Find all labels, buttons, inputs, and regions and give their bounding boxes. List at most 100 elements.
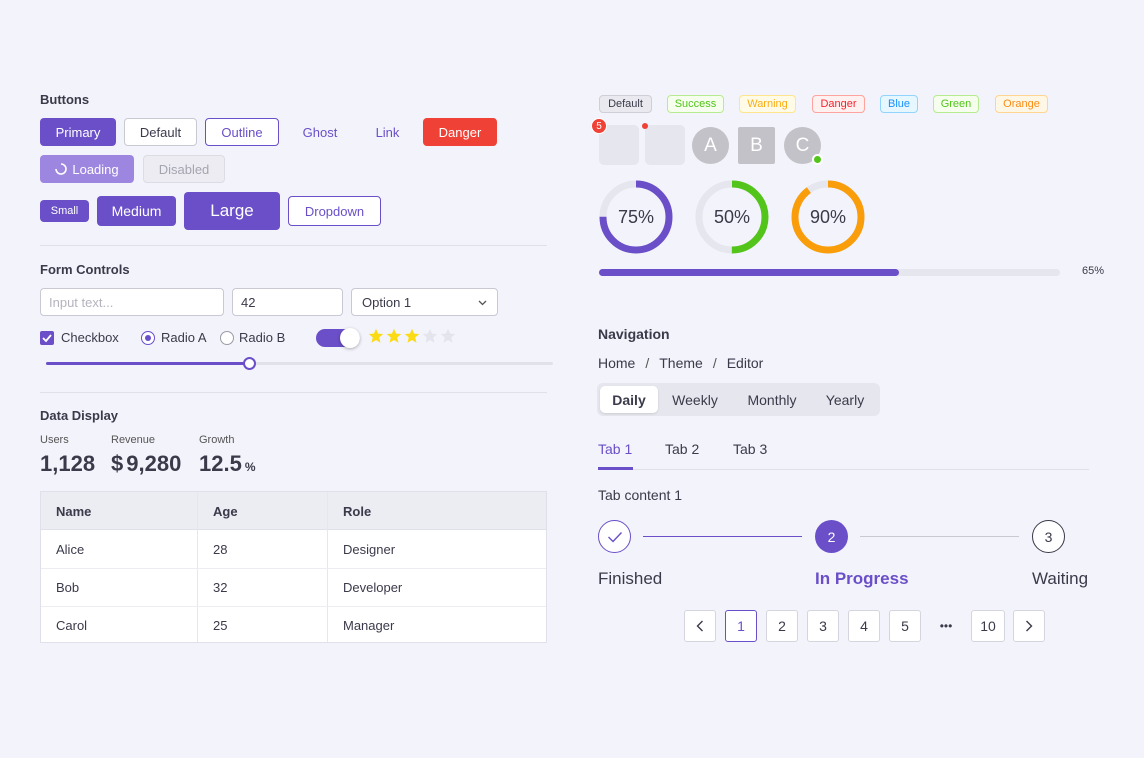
stat-value-growth: 12.5 <box>199 451 242 476</box>
radio-b-label: Radio B <box>239 330 286 345</box>
breadcrumb-home[interactable]: Home <box>598 355 636 371</box>
pagination-page-5[interactable]: 5 <box>889 610 921 642</box>
form-section-title: Form Controls <box>40 262 130 277</box>
tab-1[interactable]: Tab 1 <box>598 441 633 457</box>
select-dropdown[interactable]: Option 1 <box>351 288 498 316</box>
breadcrumb-theme[interactable]: Theme <box>659 355 703 371</box>
online-status-dot <box>812 154 823 165</box>
progress-ring-label: 50% <box>713 206 751 227</box>
navigation-section-title: Navigation <box>598 326 670 342</box>
loading-button-label: Loading <box>72 161 119 177</box>
link-button[interactable]: Link <box>375 124 400 140</box>
segment-weekly[interactable]: Weekly <box>672 391 718 408</box>
star-icon[interactable] <box>422 328 438 344</box>
dropdown-button[interactable]: Dropdown <box>288 196 381 226</box>
progress-ring-50 <box>695 180 769 254</box>
step-connector <box>643 536 802 537</box>
row-divider <box>41 568 546 569</box>
column-header-age[interactable]: Age <box>213 503 238 519</box>
breadcrumb-separator: / <box>712 355 717 371</box>
avatar-square[interactable]: B <box>738 127 775 164</box>
pagination-next[interactable] <box>1013 610 1045 642</box>
data-table: Name Age Role Alice 28 Designer Bob 32 D… <box>40 491 547 643</box>
tag-orange: Orange <box>995 95 1048 113</box>
breadcrumb-separator: / <box>645 355 650 371</box>
pagination-page-10[interactable]: 10 <box>971 610 1005 642</box>
active-tab-indicator <box>598 467 633 470</box>
segment-monthly[interactable]: Monthly <box>747 391 797 408</box>
divider <box>40 392 547 393</box>
text-input[interactable]: Input text... <box>40 288 224 316</box>
avatar[interactable]: A <box>692 127 729 164</box>
segment-yearly[interactable]: Yearly <box>825 391 865 408</box>
check-icon <box>607 531 622 543</box>
progress-bar-fill <box>599 269 899 276</box>
star-rating[interactable] <box>368 328 456 344</box>
pagination-page-3[interactable]: 3 <box>807 610 839 642</box>
check-icon <box>42 334 52 343</box>
radio-a[interactable] <box>141 331 155 345</box>
primary-button[interactable]: Primary <box>40 118 116 146</box>
pagination-page-1[interactable]: 1 <box>725 610 757 642</box>
star-icon[interactable] <box>368 328 384 344</box>
count-badge: 5 <box>591 118 607 134</box>
data-display-title: Data Display <box>40 408 119 423</box>
toggle-switch[interactable] <box>316 328 360 348</box>
tag-green: Green <box>933 95 979 113</box>
ghost-button[interactable]: Ghost <box>302 124 338 140</box>
stat-value-users: 1,128 <box>40 451 96 476</box>
buttons-section-title: Buttons <box>40 92 90 107</box>
progress-ring-label: 75% <box>617 206 655 227</box>
star-icon[interactable] <box>386 328 402 344</box>
tab-bar-line <box>598 469 1089 470</box>
slider-handle[interactable] <box>243 357 256 370</box>
large-button[interactable]: Large <box>184 192 280 230</box>
table-cell: Developer <box>343 579 403 595</box>
select-value: Option 1 <box>362 294 412 310</box>
dot-badge-target-box <box>645 125 685 165</box>
small-button[interactable]: Small <box>40 200 89 222</box>
stat-revenue: $ 9,280 <box>111 451 181 477</box>
table-cell: Carol <box>56 617 88 633</box>
tab-3[interactable]: Tab 3 <box>733 441 768 457</box>
dot-badge <box>642 123 648 129</box>
segmented-control: Daily Weekly Monthly Yearly <box>597 383 880 416</box>
slider-track[interactable] <box>46 357 553 370</box>
number-input[interactable]: 42 <box>232 288 343 316</box>
loading-button[interactable]: Loading <box>40 155 134 183</box>
tag-default: Default <box>599 95 652 113</box>
stat-label-growth: Growth <box>199 434 235 446</box>
progress-ring-75 <box>599 180 673 254</box>
tab-2[interactable]: Tab 2 <box>665 441 700 457</box>
table-cell: Bob <box>56 579 80 595</box>
radio-b[interactable] <box>220 331 234 345</box>
danger-button[interactable]: Danger <box>423 118 497 146</box>
segment-daily[interactable]: Daily <box>600 386 658 413</box>
tag-success: Success <box>667 95 724 113</box>
pagination-prev[interactable] <box>684 610 716 642</box>
pagination-page-4[interactable]: 4 <box>848 610 880 642</box>
step-label-finished: Finished <box>598 569 663 588</box>
progress-ring-label: 90% <box>809 206 847 227</box>
checkbox-label: Checkbox <box>61 330 119 345</box>
pagination-page-2[interactable]: 2 <box>766 610 798 642</box>
column-header-name[interactable]: Name <box>56 503 92 519</box>
spinner-icon <box>55 163 68 175</box>
default-button[interactable]: Default <box>124 118 197 146</box>
medium-button[interactable]: Medium <box>97 196 176 226</box>
checkbox[interactable] <box>40 331 54 345</box>
progress-bar-track <box>599 269 1060 276</box>
radio-dot <box>145 335 151 341</box>
star-icon[interactable] <box>404 328 420 344</box>
breadcrumb: Home / Theme / Editor <box>598 355 763 371</box>
column-divider <box>327 492 328 642</box>
stat-label-users: Users <box>40 434 69 446</box>
outline-button[interactable]: Outline <box>205 118 279 146</box>
table-cell: Alice <box>56 541 85 557</box>
breadcrumb-editor: Editor <box>726 355 764 371</box>
disabled-button[interactable]: Disabled <box>143 155 225 183</box>
column-header-role[interactable]: Role <box>343 503 372 519</box>
pagination-ellipsis[interactable]: ••• <box>939 619 953 633</box>
star-icon[interactable] <box>440 328 456 344</box>
table-header-row <box>41 492 546 530</box>
